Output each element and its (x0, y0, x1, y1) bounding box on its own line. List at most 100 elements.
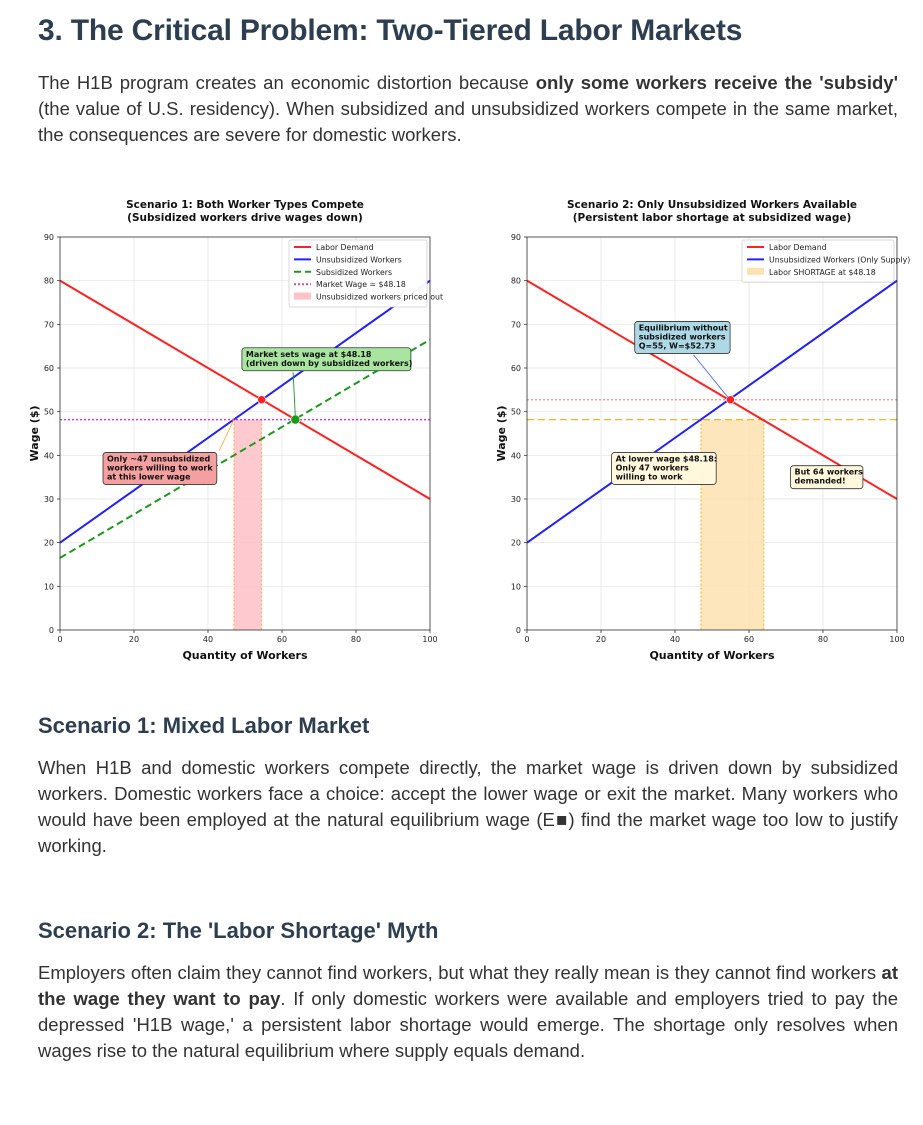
legend-label: Labor SHORTAGE at $48.18 (769, 268, 876, 277)
annotation-bg (790, 465, 864, 490)
annotation-bg (102, 452, 218, 485)
x-tick-label: 40 (203, 635, 213, 644)
y-tick-label: 10 (511, 582, 521, 591)
scenario2-bold: at the wage they want to pay (38, 962, 898, 1009)
equilibrium-point (257, 395, 266, 405)
annotation-box-2: At lower wage $48.18:Only 47 workerswill… (611, 452, 717, 485)
series-line-2 (59, 279, 431, 544)
section-heading: 3. The Critical Problem: Two-Tiered Labo… (38, 14, 743, 47)
intro-text-1: The H1B program creates an economic dist… (38, 72, 536, 93)
y-tick-label: 40 (44, 451, 54, 460)
annotation-text: At lower wage $48.18: (616, 454, 717, 463)
legend-label: Labor Demand (769, 243, 827, 252)
scenario2-text-2: . If only domestic workers were availabl… (38, 988, 898, 1061)
scenario1-paragraph: When H1B and domestic workers compete di… (38, 757, 898, 856)
y-tick-label: 0 (516, 626, 521, 635)
annotation-arrow (292, 372, 296, 417)
annotation-bg (634, 321, 731, 354)
annotation-text: at this lower wage (107, 472, 191, 481)
legend-label: Unsubsidized workers priced out (316, 293, 443, 302)
legend-label: Unsubsidized Workers (Only Supply) (769, 255, 910, 264)
equilibrium-point (726, 395, 735, 405)
legend-swatch (294, 292, 311, 300)
y-tick-label: 30 (511, 495, 521, 504)
annotation-text: Market sets wage at $48.18 (246, 350, 372, 359)
annotation-box-1: Market sets wage at $48.18(driven down b… (241, 347, 413, 372)
shaded-region (233, 419, 262, 630)
annotation-text: Only 47 workers (616, 463, 689, 472)
scenario1-heading: Scenario 1: Mixed Labor Market (38, 713, 370, 738)
scenario-charts-figure: Scenario 1: Both Worker Types Compete(Su… (28, 199, 910, 662)
annotation-text: Only ~47 unsubsidized (107, 454, 210, 463)
y-tick-label: 60 (511, 364, 521, 373)
x-tick-label: 80 (818, 635, 828, 644)
annotation-bg (241, 347, 412, 372)
annotation-text: demanded! (795, 477, 846, 486)
legend-label: Unsubsidized Workers (316, 255, 402, 264)
series-line-2 (526, 279, 898, 544)
y-tick-label: 90 (44, 233, 54, 242)
x-axis-label: Quantity of Workers (182, 649, 308, 662)
annotation-text: Equilibrium without (639, 323, 728, 332)
x-axis-label: Quantity of Workers (649, 649, 775, 662)
series-line-1 (526, 279, 898, 500)
scenario2-paragraph: Employers often claim they cannot find w… (38, 960, 898, 1064)
legend-label: Subsidized Workers (316, 268, 392, 277)
annotation-text: willing to work (616, 472, 684, 481)
series-line-1 (59, 279, 431, 500)
chart-subtitle: (Persistent labor shortage at subsidized… (573, 212, 852, 224)
intro-paragraph: The H1B program creates an economic dist… (38, 70, 898, 148)
legend-swatch (747, 267, 764, 275)
x-tick-label: 100 (422, 635, 437, 644)
y-tick-label: 70 (511, 320, 521, 329)
intro-bold: only some workers receive the 'subsidy' (535, 72, 898, 93)
y-tick-label: 60 (44, 364, 54, 373)
x-tick-label: 40 (670, 635, 680, 644)
legend-frame (741, 239, 895, 283)
y-tick-label: 20 (44, 539, 54, 548)
x-tick-label: 100 (889, 635, 904, 644)
chart-title: Scenario 2: Only Unsubsidized Workers Av… (567, 199, 857, 211)
y-tick-label: 50 (44, 408, 54, 417)
chart-2: Scenario 2: Only Unsubsidized Workers Av… (495, 199, 910, 662)
legend-label: Labor Demand (316, 243, 374, 252)
series-line-3 (59, 338, 431, 559)
annotation-arrow (218, 419, 235, 452)
scenario2-heading: Scenario 2: The 'Labor Shortage' Myth (38, 918, 439, 943)
intro-text-2: (the value of U.S. residency). When subs… (38, 98, 898, 145)
y-tick-label: 90 (511, 233, 521, 242)
y-tick-label: 50 (511, 408, 521, 417)
annotation-arrow (693, 354, 729, 398)
chart-title: Scenario 1: Both Worker Types Compete (126, 199, 364, 211)
y-tick-label: 80 (511, 277, 521, 286)
annotation-text: (driven down by subsidized workers) (246, 359, 413, 368)
annotation-text: But 64 workers (795, 468, 864, 477)
x-tick-label: 60 (277, 635, 287, 644)
y-tick-label: 10 (44, 582, 54, 591)
y-tick-label: 40 (511, 451, 521, 460)
x-tick-label: 80 (351, 635, 361, 644)
plot-frame (59, 236, 431, 631)
scenario2-text-1: Employers often claim they cannot find w… (38, 962, 882, 983)
y-tick-label: 30 (44, 495, 54, 504)
legend: Labor Demand Unsubsidized Workers (Only S… (741, 239, 910, 283)
annotation-bg (611, 452, 717, 485)
shaded-region (700, 419, 764, 630)
annotation-text: Q=55, W=$52.73 (639, 341, 716, 350)
y-axis-label: Wage ($) (495, 405, 508, 461)
x-tick-label: 60 (744, 635, 754, 644)
plot-frame (526, 236, 898, 631)
y-tick-label: 80 (44, 277, 54, 286)
x-tick-label: 20 (596, 635, 606, 644)
y-tick-label: 70 (44, 320, 54, 329)
annotation-text: workers willing to work (107, 463, 213, 472)
y-axis-label: Wage ($) (28, 405, 41, 461)
x-tick-label: 20 (129, 635, 139, 644)
chart-subtitle: (Subsidized workers drive wages down) (127, 212, 363, 224)
chart-1: Scenario 1: Both Worker Types Compete(Su… (28, 199, 443, 662)
x-tick-label: 0 (57, 635, 62, 644)
legend: Labor Demand Unsubsidized Workers Subsidiz… (288, 239, 443, 308)
legend-label: Market Wage = $48.18 (316, 280, 406, 289)
